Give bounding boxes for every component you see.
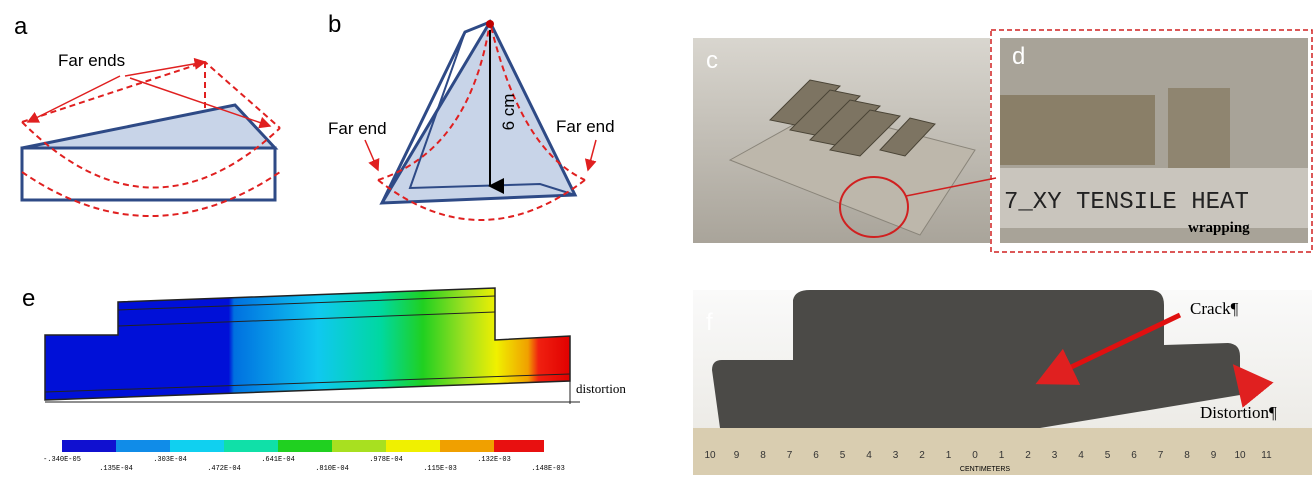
panel-a: a Far ends: [14, 13, 280, 216]
colorbar-label: .303E-04: [153, 456, 187, 464]
annotation: Crack¶: [1190, 299, 1239, 318]
panel-e: e distortion -.340E-05 .135E-04 .303E-04 .4…: [22, 285, 626, 473]
annotation: Far end: [328, 119, 387, 138]
ruler-number: 3: [1052, 450, 1058, 461]
arrow: [125, 62, 205, 76]
ruler-number: 8: [1184, 450, 1190, 461]
colorbar: [62, 440, 544, 452]
panel-c: c: [693, 38, 996, 243]
panel-label: b: [328, 11, 341, 38]
ruler-number: 9: [734, 450, 740, 461]
annotation: Distortion¶: [1200, 403, 1277, 422]
wedge: [22, 105, 275, 148]
annotation: Far ends: [58, 51, 125, 70]
panel-d: 7_XY TENSILE HEAT d wrapping: [991, 30, 1312, 252]
panel-b: b 6 cm Far end Far end: [328, 11, 615, 220]
panel-label: c: [706, 47, 718, 74]
ruler-number: 6: [813, 450, 819, 461]
annotation: Far end: [556, 117, 615, 136]
ruler-number: 1: [999, 450, 1005, 461]
colorbar-label: -.340E-05: [43, 456, 81, 464]
colorbar-label: .148E-03: [531, 465, 565, 473]
ruler-unit: CENTIMETERS: [960, 466, 1011, 473]
ruler-number: 2: [919, 450, 925, 461]
annotation: distortion: [576, 381, 626, 396]
pyramid: [382, 22, 575, 203]
annotation: wrapping: [1188, 220, 1250, 236]
ruler-number: 5: [840, 450, 846, 461]
arrow: [28, 76, 120, 122]
figure: a Far ends b 6 cm Far end Far end c 7_XY…: [0, 0, 1315, 480]
ruler-number: 10: [704, 450, 716, 461]
ruler-number: 7: [787, 450, 793, 461]
ruler-number: 2: [1025, 450, 1031, 461]
ruler-number: 9: [1211, 450, 1217, 461]
bar: [1000, 95, 1155, 165]
ruler-number: 8: [760, 450, 766, 461]
colorbar-label: .472E-04: [207, 465, 241, 473]
colorbar-label: .641E-04: [261, 456, 295, 464]
colorbar-label: .132E-03: [477, 456, 511, 464]
height-label: 6 cm: [499, 94, 518, 131]
colorbar-label: .135E-04: [99, 465, 133, 473]
apex: [486, 20, 494, 28]
distortion-curve: [22, 172, 280, 216]
panel-label: a: [14, 13, 28, 40]
ruler-number: 1: [946, 450, 952, 461]
bar: [1168, 88, 1230, 168]
arrow: [588, 140, 596, 170]
ruler-number: 0: [972, 450, 978, 461]
ruler-number: 3: [893, 450, 899, 461]
colorbar-label: .978E-04: [369, 456, 403, 464]
panel-label: e: [22, 285, 35, 312]
colorbar-label: .115E-03: [423, 465, 457, 473]
ruler-number: 4: [1078, 450, 1084, 461]
ruler-number: 4: [866, 450, 872, 461]
photo-text: 7_XY TENSILE HEAT: [1004, 189, 1249, 216]
ruler-number: 5: [1105, 450, 1111, 461]
block: [22, 148, 275, 200]
ruler-number: 11: [1261, 450, 1272, 461]
ruler-number: 6: [1131, 450, 1137, 461]
panel-label: d: [1012, 43, 1025, 70]
colorbar-label: .810E-04: [315, 465, 349, 473]
ruler-number: 7: [1158, 450, 1164, 461]
ruler-number: 10: [1234, 450, 1246, 461]
panel-label: f: [706, 309, 713, 336]
arrow: [365, 140, 378, 170]
